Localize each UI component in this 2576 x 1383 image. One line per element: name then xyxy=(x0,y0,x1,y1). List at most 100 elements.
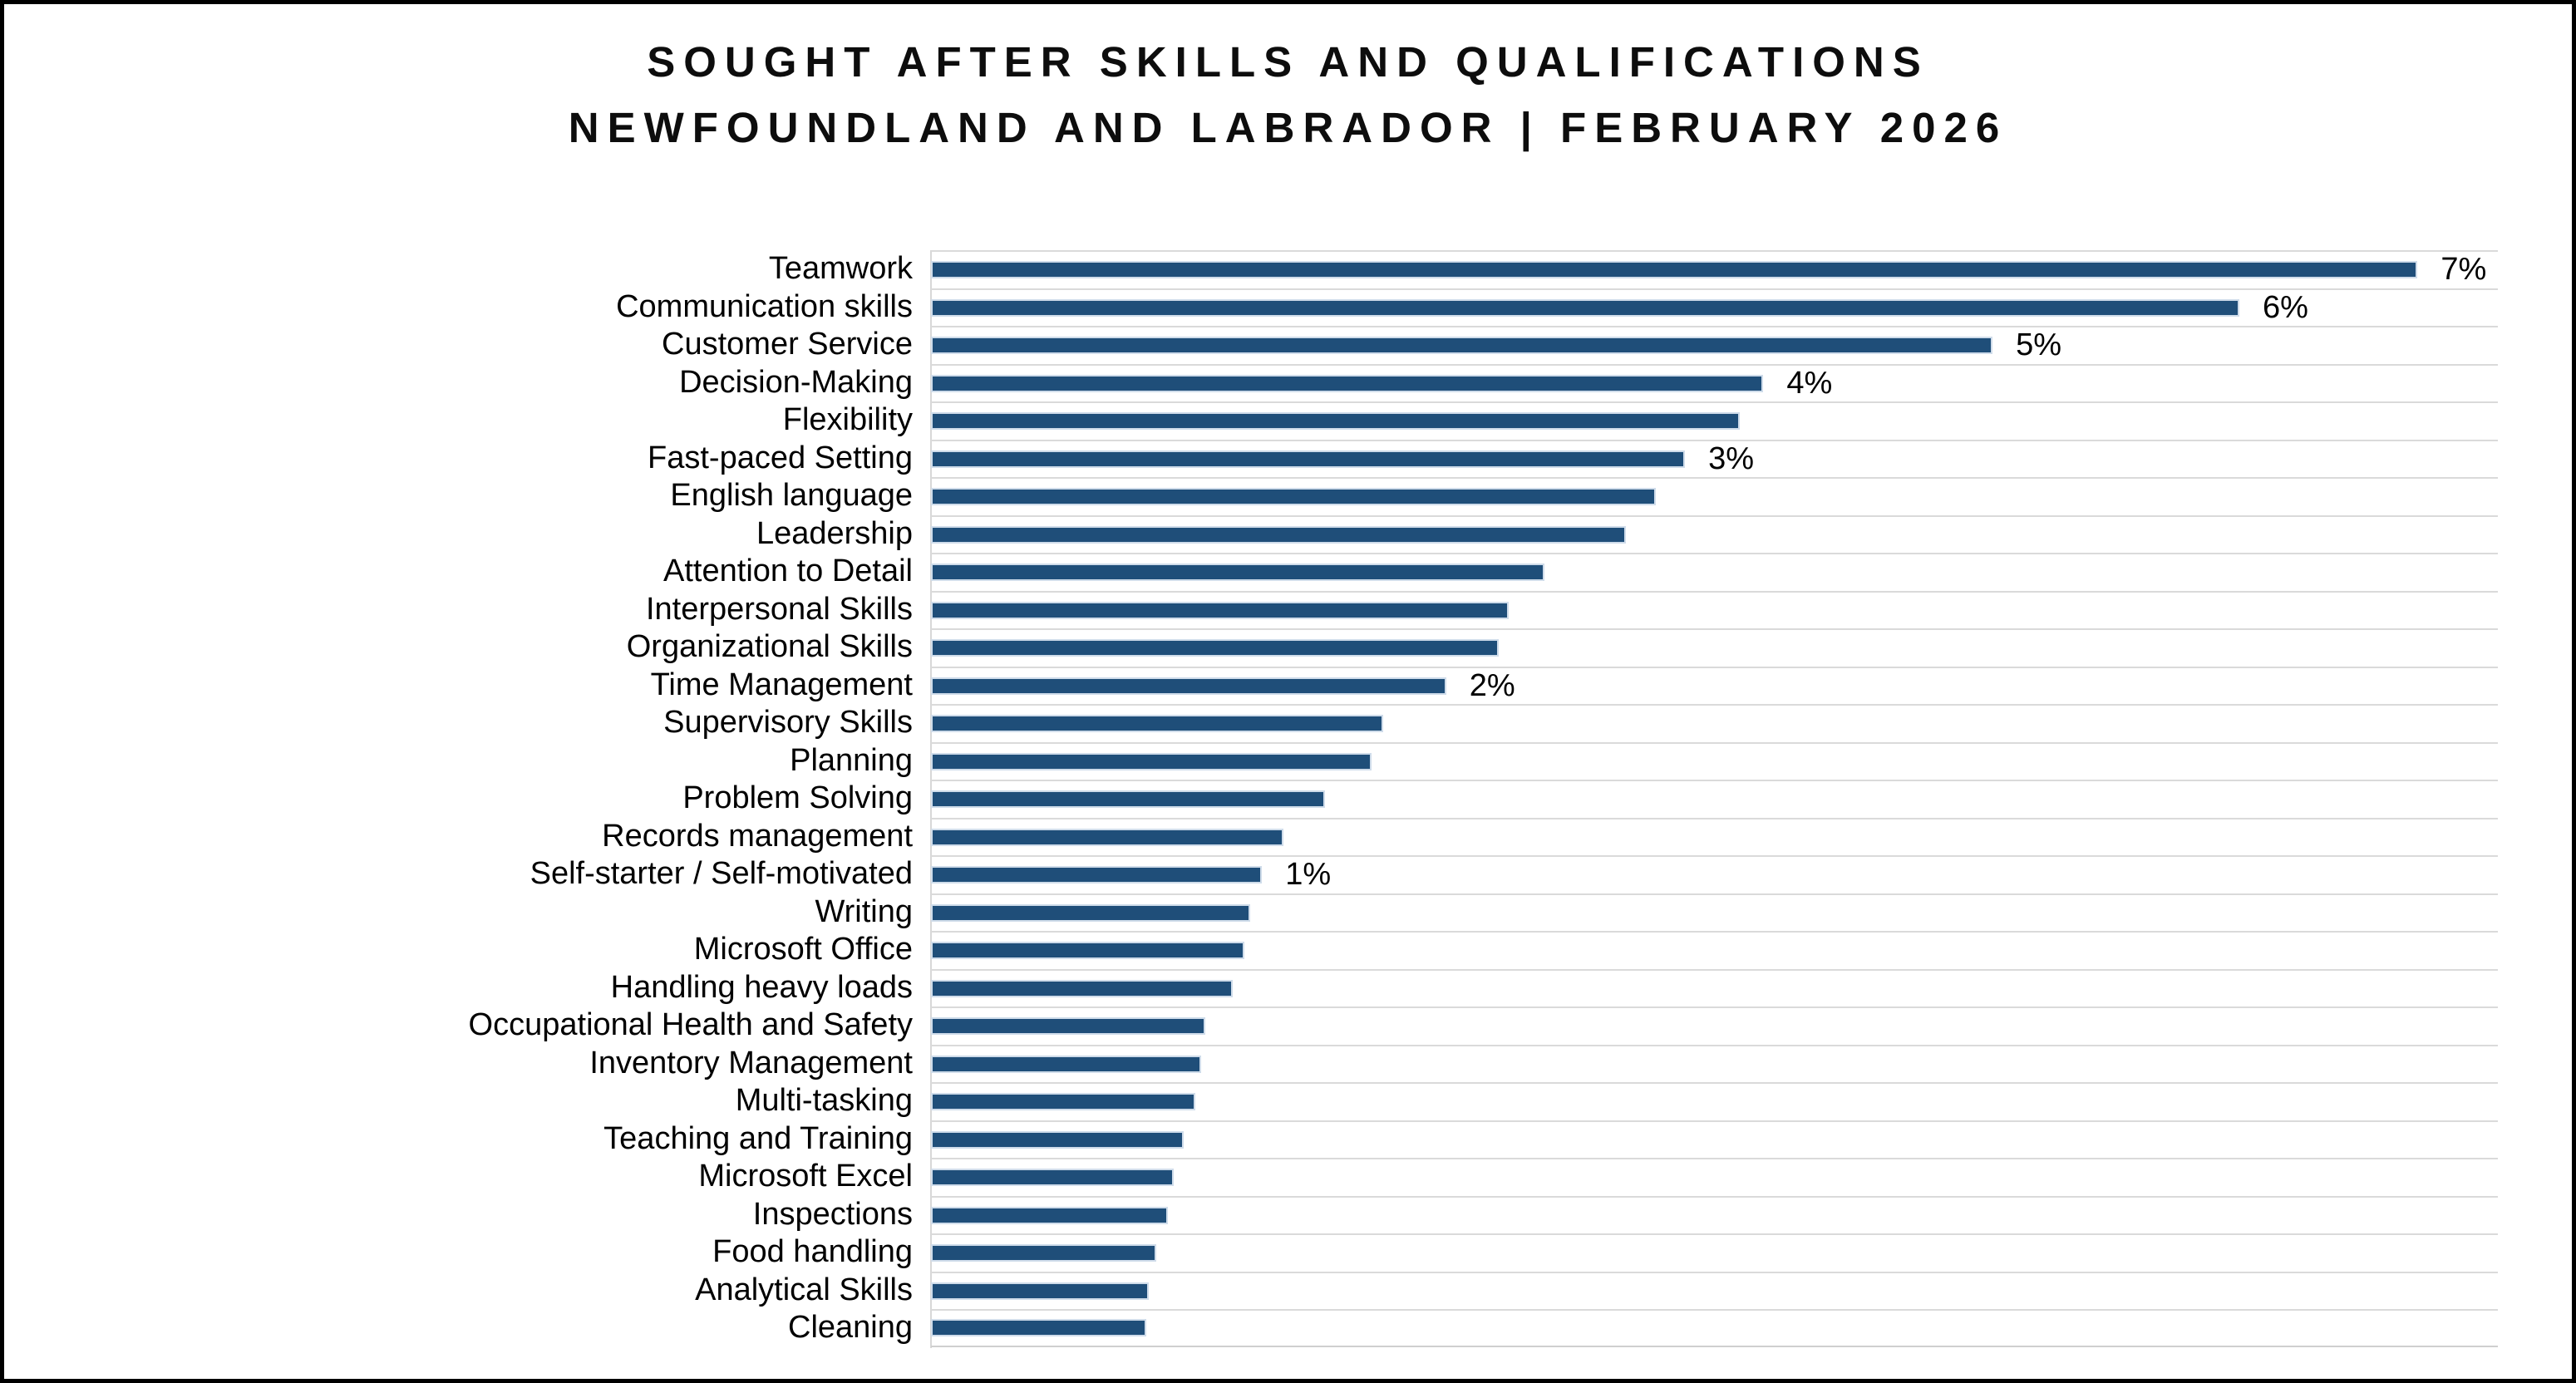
category-label: Occupational Health and Safety xyxy=(468,1007,913,1043)
category-label: Fast-paced Setting xyxy=(648,440,913,475)
bar xyxy=(931,1130,1184,1149)
chart-title-line2: NEWFOUNDLAND AND LABRADOR | FEBRUARY 202… xyxy=(568,104,2008,152)
bar-row: Writing xyxy=(4,893,2498,932)
bar xyxy=(931,374,1764,392)
category-label: Flexibility xyxy=(782,402,913,438)
category-label: Microsoft Excel xyxy=(698,1159,913,1194)
bar-track xyxy=(931,1233,2498,1272)
bar-track xyxy=(931,741,2498,780)
bar-track: 1% xyxy=(931,855,2498,893)
bar-row: Occupational Health and Safety xyxy=(4,1006,2498,1045)
bar-track xyxy=(931,1195,2498,1234)
category-label: Multi-tasking xyxy=(735,1083,913,1119)
bar xyxy=(931,525,1627,544)
category-label: Self-starter / Self-motivated xyxy=(529,856,913,892)
bar-track: 3% xyxy=(931,439,2498,478)
bar-row: Communication skills 6% xyxy=(4,288,2498,327)
bar-track xyxy=(931,968,2498,1007)
category-label: Supervisory Skills xyxy=(663,705,913,741)
bar-row: English language xyxy=(4,477,2498,515)
bar xyxy=(931,942,1244,960)
bar xyxy=(931,866,1263,884)
bar-row: Food handling xyxy=(4,1233,2498,1272)
bar-track xyxy=(931,1120,2498,1159)
bar xyxy=(931,979,1233,997)
bar xyxy=(931,1017,1205,1036)
category-label: Leadership xyxy=(756,515,913,551)
bar xyxy=(931,261,2418,279)
category-label: Problem Solving xyxy=(682,780,913,816)
bar-row: Inventory Management xyxy=(4,1044,2498,1083)
bar-row: Self-starter / Self-motivated 1% xyxy=(4,855,2498,893)
bar-row: Flexibility xyxy=(4,401,2498,440)
bar-row: Handling heavy loads xyxy=(4,968,2498,1007)
category-label: English language xyxy=(670,478,913,514)
bar xyxy=(931,1319,1147,1337)
bar-track xyxy=(931,590,2498,629)
bar-row: Analytical Skills xyxy=(4,1271,2498,1310)
bar-track xyxy=(931,1082,2498,1120)
bar-row: Attention to Detail xyxy=(4,553,2498,591)
category-label: Records management xyxy=(602,818,913,854)
bar-row: Records management xyxy=(4,817,2498,856)
category-label: Time Management xyxy=(650,667,913,702)
bar xyxy=(931,1244,1156,1262)
category-label: Communication skills xyxy=(616,288,913,324)
bar-row: Multi-tasking xyxy=(4,1082,2498,1120)
bar-track xyxy=(931,628,2498,667)
category-label: Teamwork xyxy=(768,251,913,287)
bar xyxy=(931,715,1384,733)
bar-value-label: 7% xyxy=(2441,252,2487,288)
bar-track xyxy=(931,1006,2498,1045)
plot-area: Teamwork 7% Communication skills 6% Customer… xyxy=(4,250,2498,1348)
category-label: Microsoft Office xyxy=(693,932,913,967)
bar-row: Inspections xyxy=(4,1195,2498,1234)
bar-track xyxy=(931,704,2498,742)
bar-track xyxy=(931,780,2498,818)
bar-track xyxy=(931,401,2498,440)
bar-row: Customer Service 5% xyxy=(4,326,2498,364)
bar-track xyxy=(931,1044,2498,1083)
bar-value-label: 5% xyxy=(2016,327,2061,363)
bar xyxy=(931,488,1656,506)
bar xyxy=(931,1169,1175,1187)
bar-row: Decision-Making 4% xyxy=(4,363,2498,402)
bar xyxy=(931,450,1686,468)
bar-row: Teaching and Training xyxy=(4,1120,2498,1159)
bar-track: 7% xyxy=(931,250,2498,288)
bar-row: Time Management 2% xyxy=(4,666,2498,705)
bar-row: Cleaning xyxy=(4,1309,2498,1347)
bar-track xyxy=(931,1309,2498,1347)
bar-value-label: 1% xyxy=(1285,857,1332,893)
bar-row: Leadership xyxy=(4,514,2498,554)
bar xyxy=(931,752,1372,770)
bar-track xyxy=(931,817,2498,856)
bar xyxy=(931,1093,1196,1111)
bar xyxy=(931,412,1741,431)
bar-value-label: 3% xyxy=(1708,440,1755,476)
bar-track xyxy=(931,893,2498,932)
bar xyxy=(931,1206,1169,1224)
bar-track xyxy=(931,477,2498,515)
bar-value-label: 6% xyxy=(2262,289,2308,325)
bar-row: Organizational Skills xyxy=(4,628,2498,667)
bar xyxy=(931,1055,1202,1073)
chart-title: SOUGHT AFTER SKILLS AND QUALIFICATIONS N… xyxy=(4,29,2572,160)
category-label: Customer Service xyxy=(662,327,913,362)
chart-title-line1: SOUGHT AFTER SKILLS AND QUALIFICATIONS xyxy=(647,38,1929,86)
bar-row: Microsoft Excel xyxy=(4,1158,2498,1196)
bar-value-label: 2% xyxy=(1469,667,1515,703)
chart-rows: Teamwork 7% Communication skills 6% Customer… xyxy=(4,250,2498,1347)
bar-track xyxy=(931,514,2498,554)
bar-row: Planning xyxy=(4,741,2498,780)
bar-track: 4% xyxy=(931,363,2498,402)
category-label: Cleaning xyxy=(788,1310,913,1346)
bar-track xyxy=(931,1158,2498,1196)
bar-track: 2% xyxy=(931,666,2498,705)
category-label: Interpersonal Skills xyxy=(645,591,913,627)
bar xyxy=(931,601,1510,619)
category-label: Analytical Skills xyxy=(695,1272,913,1307)
bar xyxy=(931,677,1446,695)
bar-row: Teamwork 7% xyxy=(4,250,2498,288)
